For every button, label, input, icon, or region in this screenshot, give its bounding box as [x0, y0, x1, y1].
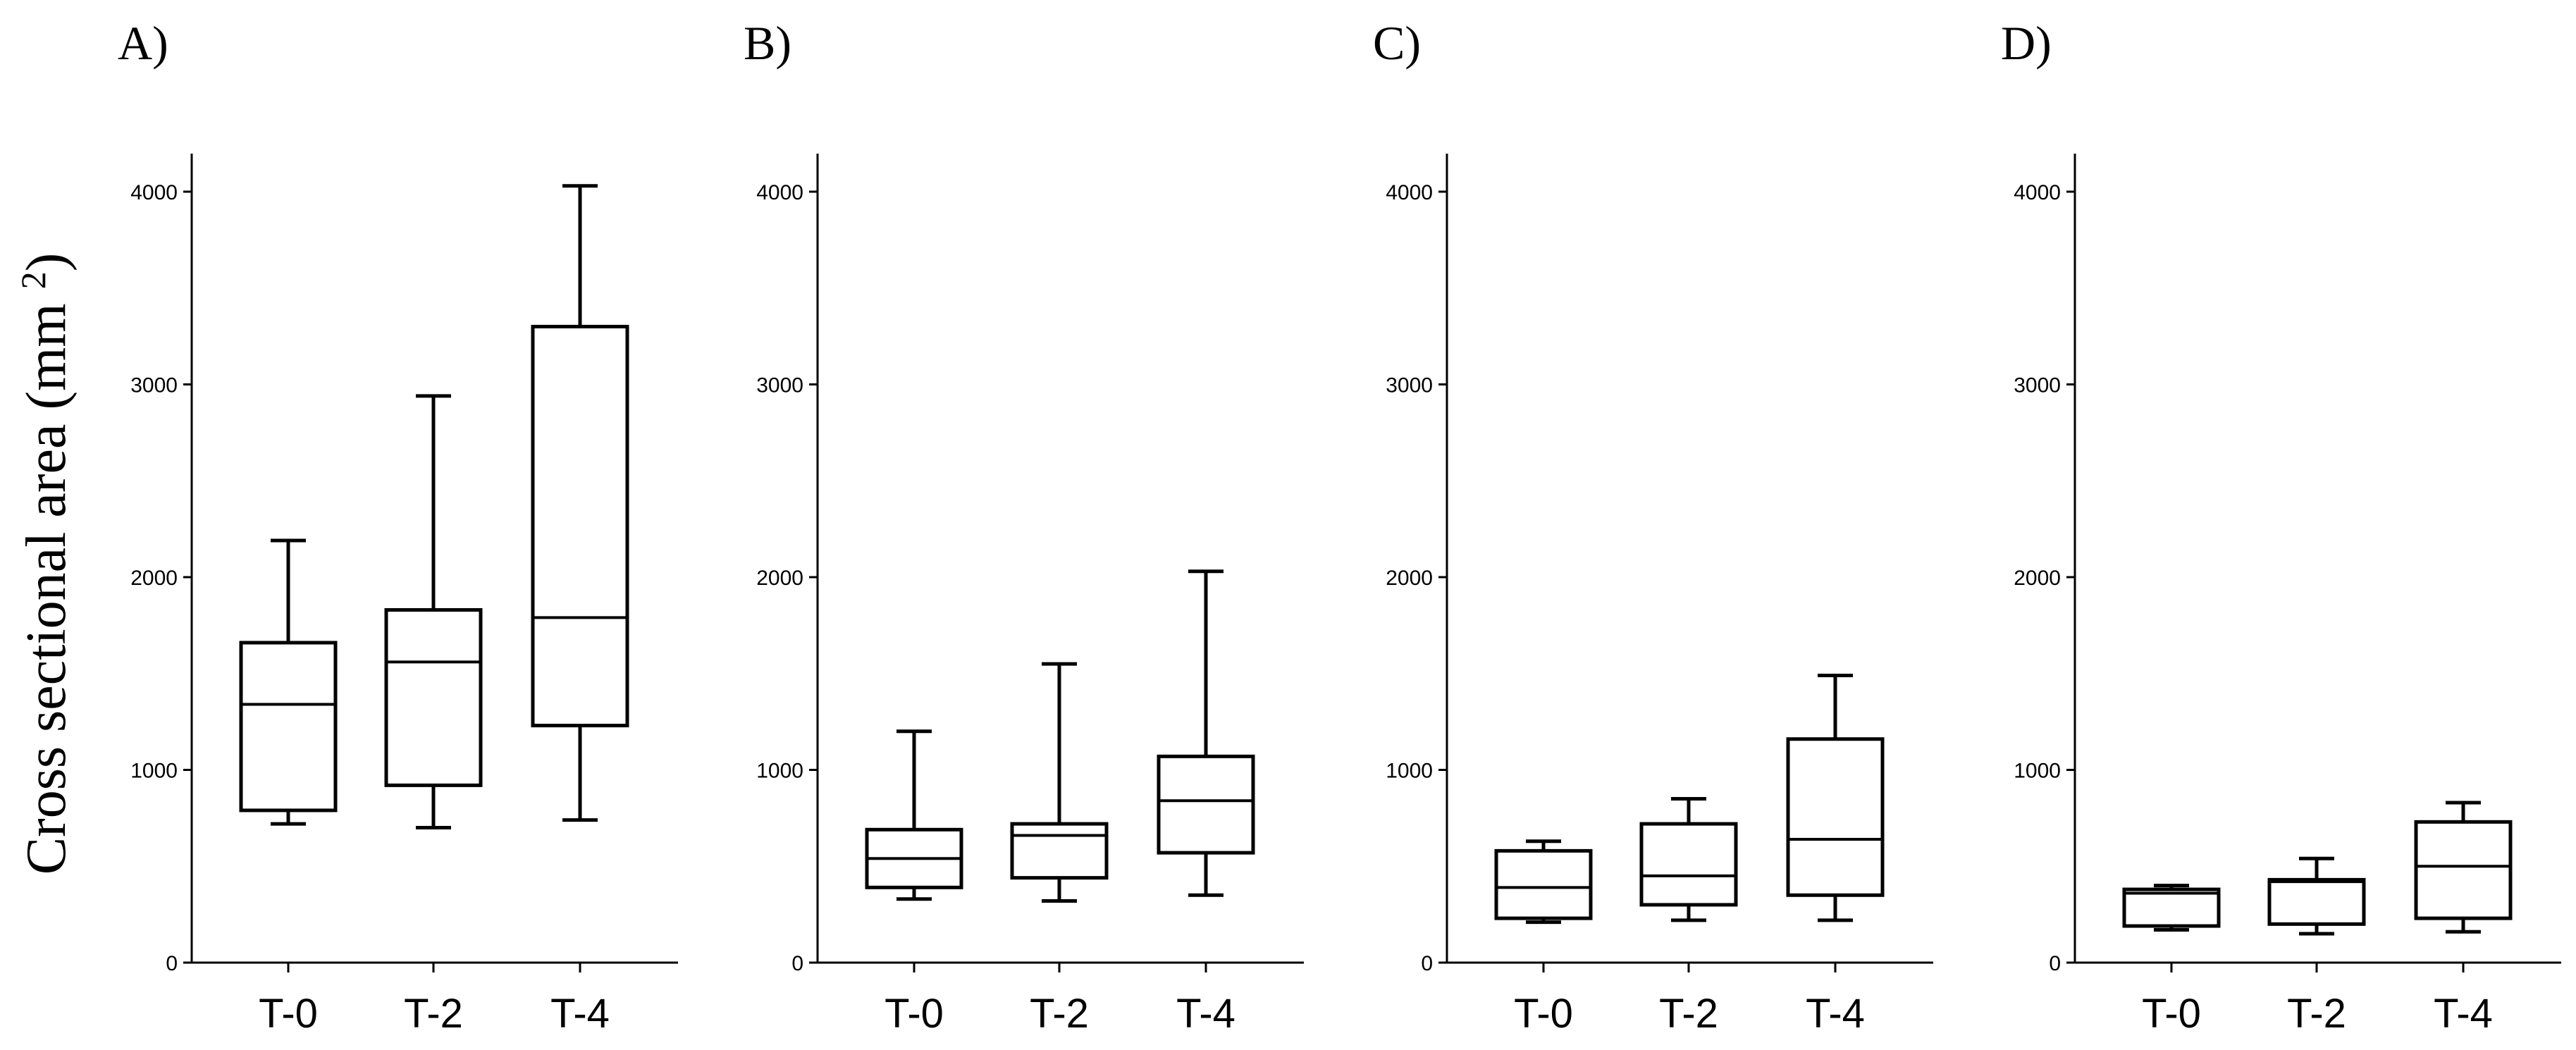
y-tick-label: 2000 [1386, 567, 1433, 590]
y-tick-label: 3000 [1386, 374, 1433, 397]
panel-b: B) 0 1000 2000 3000 4000 T-0 T-2 T-4 [744, 16, 1304, 1037]
y-tick-label: 1000 [2014, 760, 2061, 783]
iqr-box [1010, 822, 1109, 880]
box-t-4 [2414, 801, 2513, 934]
iqr-box [2414, 820, 2513, 920]
x-tick-label: T-4 [2434, 991, 2493, 1037]
iqr-box [531, 324, 629, 728]
y-tick-label: 0 [791, 952, 803, 975]
x-tick-label: T-2 [1659, 991, 1718, 1037]
panel-label: C) [1373, 16, 1421, 70]
iqr-box [384, 607, 483, 787]
iqr-box [1639, 822, 1738, 907]
y-tick-label: 2000 [756, 567, 803, 590]
y-tick-label: 1000 [1386, 760, 1433, 783]
x-tick-label: T-0 [259, 991, 318, 1037]
iqr-box [239, 641, 338, 813]
panel-a: A) 0 1000 2000 3000 4000 T-0 T-2 T-4 [118, 16, 678, 1037]
panel-c: C) 0 1000 2000 3000 4000 T-0 T-2 T-4 [1373, 16, 1933, 1037]
y-tick-label: 4000 [130, 181, 178, 204]
x-tick-label: T-2 [404, 991, 463, 1037]
panel-label: A) [118, 16, 168, 70]
y-axis-label-superscript: 2 [13, 271, 53, 289]
box-t-2 [1639, 797, 1738, 922]
x-tick-label: T-4 [1806, 991, 1865, 1037]
y-tick-label: 4000 [2014, 181, 2061, 204]
y-tick-label: 0 [2049, 952, 2061, 975]
y-tick-label: 4000 [1386, 181, 1433, 204]
iqr-box [1494, 848, 1593, 920]
x-tick-label: T-0 [2142, 991, 2201, 1037]
y-tick-label: 2000 [2014, 567, 2061, 590]
box-t-0 [239, 538, 338, 826]
box-t-0 [1494, 839, 1593, 925]
box-t-0 [2122, 884, 2221, 932]
panel-label: D) [2001, 16, 2052, 70]
x-tick-label: T-4 [1176, 991, 1235, 1037]
y-tick-label: 0 [1421, 952, 1433, 975]
iqr-box [1157, 754, 1255, 855]
y-axis-label: Cross sectional area (mm 2) [13, 253, 78, 875]
iqr-box [2267, 877, 2366, 926]
box-t-4 [1157, 569, 1255, 897]
iqr-box [1786, 737, 1885, 897]
box-t-4 [531, 184, 629, 822]
panel-label: B) [744, 16, 791, 70]
panels-group: A) 0 1000 2000 3000 4000 T-0 T-2 T-4 B) 0 1000 2000 3… [118, 16, 2561, 1037]
y-tick-label: 2000 [130, 567, 178, 590]
y-tick-label: 0 [166, 952, 178, 975]
x-tick-label: T-0 [1514, 991, 1573, 1037]
box-t-0 [865, 729, 963, 901]
y-axis-label-text: Cross sectional area (mm [16, 289, 78, 875]
y-axis-label-close: ) [16, 253, 78, 272]
x-tick-label: T-0 [885, 991, 944, 1037]
y-tick-label: 3000 [130, 374, 178, 397]
y-tick-label: 3000 [2014, 374, 2061, 397]
box-t-2 [384, 394, 483, 830]
iqr-box [2122, 887, 2221, 928]
x-tick-label: T-4 [550, 991, 610, 1037]
x-tick-label: T-2 [2287, 991, 2346, 1037]
panel-d: D) 0 1000 2000 3000 4000 T-0 T-2 T-4 [2001, 16, 2561, 1037]
y-tick-label: 1000 [130, 760, 178, 783]
box-t-2 [2267, 856, 2366, 936]
box-t-4 [1786, 673, 1885, 922]
y-tick-label: 3000 [756, 374, 803, 397]
x-tick-label: T-2 [1030, 991, 1089, 1037]
y-tick-label: 4000 [756, 181, 803, 204]
box-t-2 [1010, 662, 1109, 903]
y-tick-label: 1000 [756, 760, 803, 783]
